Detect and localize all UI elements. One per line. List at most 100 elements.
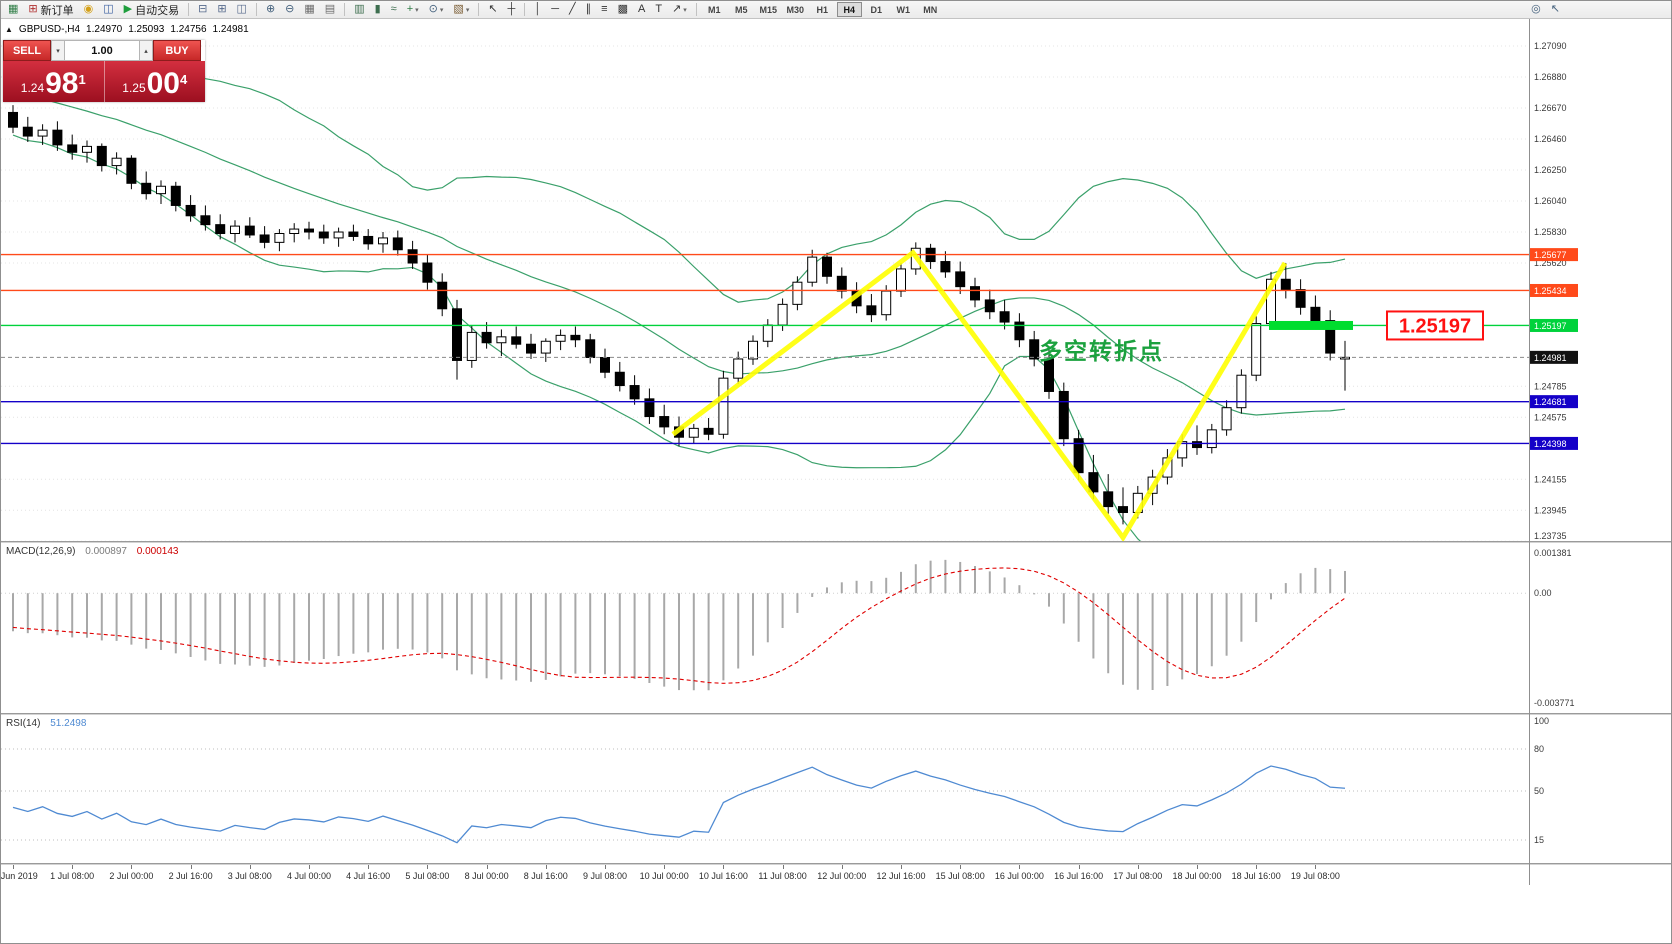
cursor-button[interactable]: ↖	[484, 2, 501, 18]
rsi-name: RSI(14)	[6, 718, 41, 729]
toolbar-separator	[188, 3, 190, 16]
cascade-windows-button[interactable]: ⊟	[194, 2, 211, 18]
time-axis-tick	[664, 865, 666, 869]
price-chart[interactable]: 多空转折点 1.25197 1.27090 1.26880 1.26670 1.26460…	[1, 19, 1672, 541]
crosshair-icon: ┼	[507, 3, 516, 15]
zigzag-trendline[interactable]	[671, 249, 1288, 541]
volume-up-button[interactable]: ▴	[139, 40, 153, 61]
shapes-button[interactable]: ▩	[614, 2, 632, 18]
price-axis-label: 1.26460	[1534, 134, 1567, 144]
tile-horizontally-button[interactable]: ⊞	[213, 2, 230, 18]
trendline-button[interactable]: ╱	[565, 2, 580, 18]
macd-panel[interactable]: 0.001381 0.00 -0.003771	[1, 543, 1672, 713]
buy-button[interactable]: BUY	[153, 40, 201, 61]
timeframe-h4-button[interactable]: H4	[836, 2, 862, 17]
green-level-segment[interactable]	[1269, 320, 1353, 330]
panel-separator[interactable]	[1, 713, 1671, 715]
price-axis-label: 1.24155	[1534, 474, 1567, 484]
timeframe-mn-button[interactable]: MN	[918, 2, 943, 17]
time-axis-tick	[190, 865, 192, 869]
date-axis-label: 2 Jul 16:00	[168, 871, 213, 881]
new-order-label: 新订单	[40, 4, 74, 17]
price-tag-text: 1.25197	[1534, 321, 1567, 331]
price-tag	[1530, 436, 1578, 450]
bar-chart-button[interactable]: ▥	[350, 2, 368, 18]
date-axis-label: 12 Jul 16:00	[876, 871, 926, 881]
date-axis-label: 18 Jul 16:00	[1231, 871, 1281, 881]
horizontal-line-button[interactable]: ─	[547, 2, 563, 18]
rsi-label: RSI(14) 51.2498	[6, 718, 86, 729]
price-tag	[1530, 395, 1578, 409]
macd-name: MACD(12,26,9)	[6, 546, 76, 557]
time-axis[interactable]: 28 Jun 2019 1 Jul 08:00 2 Jul 00:00 2 Jul 1…	[1, 865, 1671, 889]
volume-down-button[interactable]: ▾	[51, 40, 65, 61]
tile-vertically-button[interactable]: ◫	[233, 2, 251, 18]
time-axis-tick	[782, 865, 784, 869]
zoom-out-button[interactable]: ⊖	[281, 2, 298, 18]
grid-button[interactable]: ▦	[300, 2, 318, 18]
quick-search-button[interactable]: ◎	[1527, 2, 1545, 18]
line-chart-button[interactable]: ≈	[387, 2, 401, 18]
timeframe-m15-button[interactable]: M15	[756, 2, 781, 17]
zoom-in-button[interactable]: ⊕	[262, 2, 279, 18]
pointer-tool-button[interactable]: ↖	[1547, 2, 1564, 18]
rsi-line	[12, 765, 1346, 844]
fibonacci-button[interactable]: ≡	[597, 2, 611, 18]
toolbar: ▦ ⊞ 新订单 ◉ ◫ ▶ 自动交易 ⊟ ⊞ ◫ ⊕ ⊖ ▦ ▤ ▥ ▮ ≈ + ▾ ⊙ ▾ ▧ ▾ ↖ ┼ │ ─ ╱ ∥ ≡ ▩ A T ↗ ▾…	[1, 1, 1671, 19]
bid-price-button[interactable]: 1.24 98 1	[3, 61, 104, 102]
price-tag-text: 1.24981	[1534, 353, 1567, 363]
timeframe-d1-button[interactable]: D1	[864, 2, 889, 17]
time-axis-tick	[309, 865, 310, 869]
date-axis-label: 16 Jul 00:00	[994, 871, 1044, 881]
indicators-button[interactable]: + ▾	[403, 2, 423, 18]
new-chart-button[interactable]: ▦	[4, 2, 22, 18]
new-chart-icon: ▦	[8, 3, 19, 15]
rsi-panel[interactable]: 100 80 50 15	[1, 715, 1672, 863]
sell-button[interactable]: SELL	[3, 40, 51, 61]
macd-axis-label: 0.001381	[1534, 548, 1572, 558]
text-label-button[interactable]: T	[651, 2, 666, 18]
bollinger-upper-line	[12, 46, 1346, 303]
rsi-axis: 100 80 50 15	[1534, 716, 1549, 845]
timeframe-h1-button[interactable]: H1	[810, 2, 835, 17]
candlestick-chart-button[interactable]: ▮	[371, 2, 385, 18]
chart-window: 多空转折点 1.25197 1.27090 1.26880 1.26670 1.26460…	[1, 19, 1672, 943]
arrows-button[interactable]: ↗ ▾	[668, 2, 691, 18]
market-watch-button[interactable]: ◫	[99, 2, 117, 18]
timeframe-m30-button[interactable]: M30	[783, 2, 808, 17]
favorites-icon: ◉	[83, 3, 94, 15]
timeframe-m5-button[interactable]: M5	[729, 2, 754, 17]
date-axis-label: 3 Jul 08:00	[227, 871, 272, 881]
ask-price-button[interactable]: 1.25 00 4	[105, 61, 206, 102]
horizontal-lines[interactable]	[1, 253, 1529, 445]
time-axis-tick	[1137, 865, 1139, 869]
price-callout-box[interactable]	[1386, 310, 1484, 341]
time-axis-tick	[486, 865, 488, 869]
crosshair-button[interactable]: ┼	[504, 2, 520, 18]
data-window-icon: ▤	[324, 3, 336, 15]
panel-separator[interactable]	[1, 541, 1671, 543]
vertical-line-button[interactable]: │	[530, 2, 545, 18]
toolbar-separator	[255, 3, 257, 16]
templates-button[interactable]: ▧ ▾	[449, 2, 473, 18]
ask-prefix: 1.25	[122, 81, 146, 95]
macd-main-value: 0.000897	[85, 546, 127, 557]
new-order-button[interactable]: ⊞ 新订单	[24, 2, 77, 18]
volume-input[interactable]	[65, 40, 139, 61]
date-axis-label: 9 Jul 08:00	[582, 871, 628, 881]
price-axis-border	[1529, 19, 1530, 885]
time-axis-tick	[1256, 865, 1258, 869]
time-axis-tick	[1019, 865, 1021, 869]
timeframe-w1-button[interactable]: W1	[891, 2, 916, 17]
timeframe-m1-button[interactable]: M1	[702, 2, 727, 17]
autotrading-button[interactable]: ▶ 自动交易	[120, 2, 183, 18]
periods-button[interactable]: ⊙ ▾	[425, 2, 448, 18]
favorites-button[interactable]: ◉	[80, 2, 98, 18]
time-axis-tick	[131, 865, 133, 869]
text-button[interactable]: A	[634, 2, 649, 18]
data-window-button[interactable]: ▤	[321, 2, 339, 18]
turning-point-annotation[interactable]: 多空转折点	[1039, 338, 1164, 364]
tile-horizontally-icon: ⊞	[217, 3, 227, 15]
channel-button[interactable]: ∥	[582, 2, 596, 18]
one-click-collapse-icon[interactable]: ▲	[5, 25, 13, 34]
